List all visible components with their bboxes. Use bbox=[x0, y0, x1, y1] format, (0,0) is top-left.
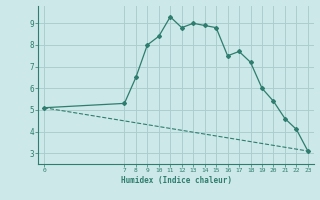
X-axis label: Humidex (Indice chaleur): Humidex (Indice chaleur) bbox=[121, 176, 231, 185]
